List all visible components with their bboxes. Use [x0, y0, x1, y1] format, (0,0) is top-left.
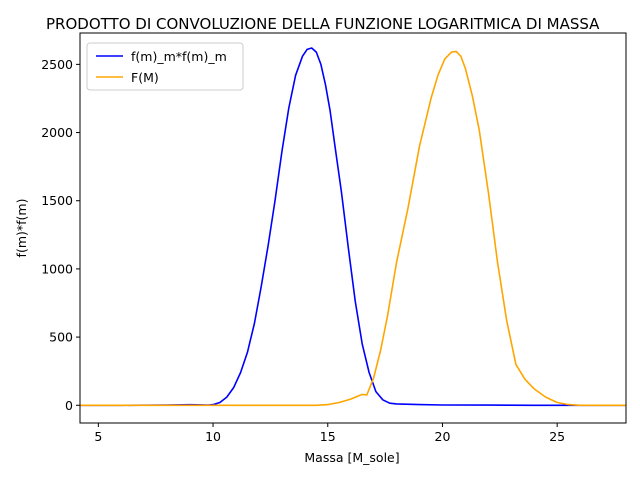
legend-label-series-1: f(m)_m*f(m)_m	[131, 49, 227, 64]
x-tick-label: 20	[435, 429, 451, 444]
legend: f(m)_m*f(m)_m F(M)	[86, 42, 244, 91]
x-tick-label: 5	[94, 429, 102, 444]
y-tick-label: 1500	[41, 193, 73, 208]
x-axis-ticks: 5 10 15 20 25	[94, 423, 565, 444]
chart-title: PRODOTTO DI CONVOLUZIONE DELLA FUNZIONE …	[46, 15, 600, 33]
x-tick-label: 10	[205, 429, 221, 444]
axes-frame	[79, 32, 627, 424]
legend-box	[86, 42, 244, 91]
y-tick-label: 2500	[41, 57, 73, 72]
y-tick-label: 2000	[41, 125, 73, 140]
y-tick-label: 0	[65, 398, 73, 413]
y-axis-ticks: 0 500 1000 1500 2000 2500	[41, 57, 80, 413]
series-line-2	[80, 50, 626, 407]
x-axis-label: Massa [M_sole]	[304, 450, 399, 465]
plot-area	[80, 47, 626, 407]
y-axis-label: f(m)*f(m)	[14, 199, 29, 258]
legend-label-series-2: F(M)	[131, 70, 159, 85]
series-line-1	[80, 47, 626, 407]
x-tick-label: 25	[549, 429, 565, 444]
x-tick-label: 15	[320, 429, 336, 444]
y-tick-label: 500	[49, 330, 73, 345]
y-tick-label: 1000	[41, 261, 73, 276]
